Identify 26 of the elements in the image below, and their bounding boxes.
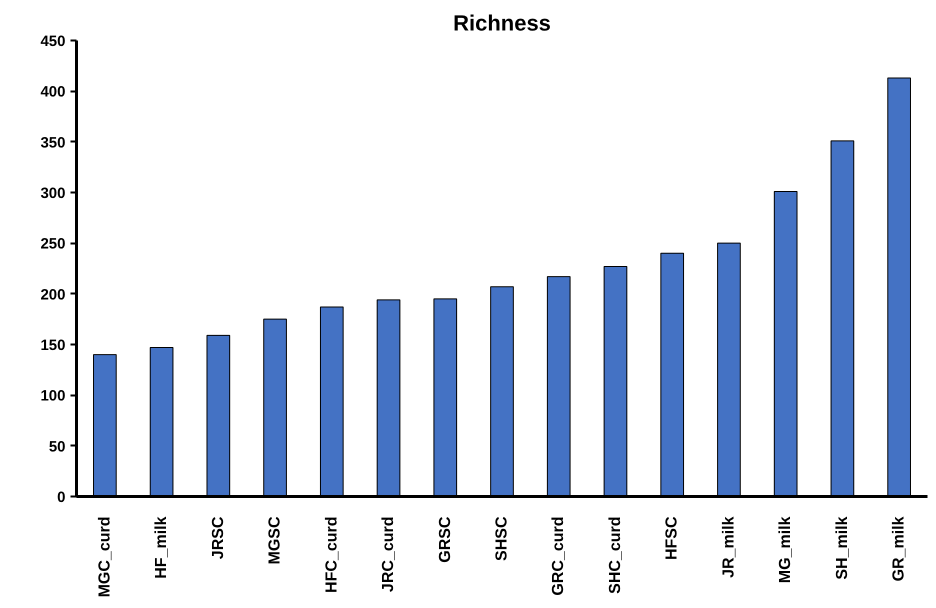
x-tick-label: MGSC [266, 516, 284, 564]
x-tick-label: HFC_curd [323, 516, 340, 593]
x-tick-label: JR_milk [720, 516, 738, 578]
y-tick-label: 200 [40, 286, 66, 304]
x-tick-label: HF_milk [153, 516, 170, 579]
x-tick-label: SHC_curd [606, 516, 624, 594]
x-tick-label: GR_milk [890, 516, 908, 582]
chart-title: Richness [453, 10, 551, 36]
x-tick-label: GRC_curd [550, 516, 568, 596]
y-tick-label: 250 [40, 236, 66, 253]
x-tick-label: JRSC [210, 516, 227, 560]
x-tick-label: GRSC [436, 516, 454, 563]
y-tick-label: 400 [40, 84, 66, 101]
y-tick-label: 0 [57, 489, 66, 506]
x-tick-label: SHSC [494, 516, 510, 561]
y-tick-label: 450 [40, 33, 66, 50]
y-tick-label: 50 [48, 438, 66, 456]
x-tick-label: MGC_curd [96, 516, 114, 598]
y-tick-label: 350 [40, 134, 66, 152]
x-tick-label: HFSC [664, 516, 681, 560]
x-tick-label: JRC_curd [380, 516, 398, 592]
y-tick-label: 300 [40, 185, 66, 202]
x-tick-label: SH_milk [834, 516, 851, 580]
y-tick-label: 100 [40, 388, 66, 405]
y-tick-label: 150 [40, 337, 66, 354]
x-tick-label: MG_milk [777, 516, 794, 584]
